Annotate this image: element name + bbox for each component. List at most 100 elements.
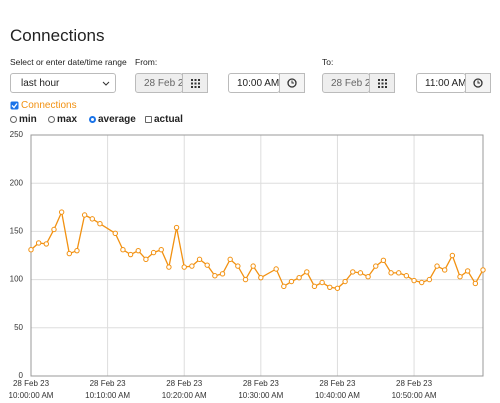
data-point [288, 278, 295, 285]
x-tick-label: 28 Feb 23 10:30:00 AM [238, 379, 283, 400]
y-tick-label: 100 [10, 275, 24, 284]
data-point [58, 209, 65, 215]
range-label: Select or enter date/time range [10, 57, 127, 67]
option-label: min [19, 114, 37, 125]
data-point [426, 276, 433, 283]
plot-border [30, 134, 484, 377]
data-point [281, 283, 287, 290]
data-point [334, 285, 341, 291]
data-point [434, 263, 440, 269]
data-point [388, 270, 394, 276]
clock-icon [473, 78, 483, 88]
data-point [242, 276, 249, 283]
to-date[interactable]: 28 Feb 2 [322, 73, 370, 93]
calendar-icon [190, 78, 200, 88]
range-value: last hour [21, 78, 60, 89]
data-point [472, 280, 479, 287]
y-tick-label: 50 [14, 323, 23, 332]
series-toggle[interactable]: Connections [10, 100, 77, 111]
series-label: Connections [21, 100, 77, 111]
option-min[interactable]: min [10, 114, 37, 125]
data-point [296, 274, 302, 281]
x-tick-line: 10:30:00 AM [238, 391, 283, 400]
radio [10, 116, 17, 123]
y-tick-label: 0 [19, 371, 24, 380]
option-actual[interactable]: actual [145, 114, 183, 125]
data-point [403, 273, 410, 279]
data-point [311, 283, 318, 290]
from-clock[interactable] [279, 73, 305, 93]
data-point [342, 278, 348, 285]
data-point [127, 251, 134, 258]
to-calendar[interactable] [369, 73, 395, 93]
data-point [304, 269, 310, 275]
x-tick-line: 10:50:00 AM [392, 391, 437, 400]
range-select[interactable]: last hour [10, 73, 116, 93]
to-clock[interactable] [465, 73, 491, 93]
data-point [396, 270, 402, 276]
data-point [327, 284, 333, 291]
option-max[interactable]: max [48, 114, 77, 125]
data-point [373, 263, 379, 269]
x-tick-label: 28 Feb 23 10:00:00 AM [9, 379, 54, 400]
checkbox-checked [10, 101, 19, 110]
to-time[interactable]: 11:00 AM [416, 73, 466, 93]
data-point [380, 257, 387, 264]
data-point [143, 256, 149, 263]
data-point [135, 247, 141, 254]
plot-area [30, 134, 484, 377]
x-tick-label: 28 Feb 23 10:10:00 AM [85, 379, 130, 400]
x-tick-label: 28 Feb 23 10:40:00 AM [315, 379, 360, 400]
radio-selected [89, 116, 96, 123]
data-point [319, 279, 325, 286]
data-point [189, 263, 195, 269]
from-calendar[interactable] [182, 73, 208, 93]
data-point [419, 279, 425, 286]
data-point [112, 230, 118, 237]
data-point [227, 256, 233, 263]
x-tick-line: 28 Feb 23 [90, 379, 127, 388]
option-label: average [98, 114, 136, 125]
to-label: To: [322, 57, 334, 67]
from-label: From: [135, 57, 158, 67]
data-point [181, 264, 187, 270]
data-point [464, 268, 471, 274]
data-point [196, 256, 203, 263]
x-tick-line: 28 Feb 23 [319, 379, 356, 388]
option-average[interactable]: average [89, 114, 136, 125]
data-point [51, 226, 57, 233]
from-time[interactable]: 10:00 AM [228, 73, 280, 93]
radio [48, 116, 55, 123]
data-point [74, 247, 80, 254]
data-point [449, 252, 456, 259]
clock-icon [287, 78, 297, 88]
data-point [28, 247, 34, 253]
y-tick-label: 150 [10, 227, 24, 236]
calendar-icon [377, 78, 387, 88]
x-tick-line: 28 Feb 23 [243, 379, 280, 388]
data-point [66, 250, 73, 257]
data-point [173, 224, 180, 231]
y-tick-label: 250 [10, 130, 24, 139]
x-tick-label: 28 Feb 23 10:50:00 AM [392, 379, 437, 400]
option-label: max [57, 114, 78, 125]
data-point [166, 264, 172, 270]
data-point [457, 274, 463, 280]
data-point [357, 270, 364, 276]
y-tick-label: 200 [10, 178, 24, 187]
checkbox [145, 116, 152, 123]
x-tick-label: 28 Feb 23 10:20:00 AM [162, 379, 207, 400]
x-tick-line: 10:00:00 AM [9, 391, 54, 400]
data-point [43, 241, 50, 247]
data-point [441, 267, 448, 273]
x-tick-line: 28 Feb 23 [396, 379, 433, 388]
from-date[interactable]: 28 Feb 2 [135, 73, 183, 93]
data-point [250, 263, 256, 269]
data-point [158, 247, 164, 253]
data-point [219, 271, 226, 277]
x-tick-line: 10:40:00 AM [315, 391, 360, 400]
option-label: actual [154, 114, 183, 125]
data-point [35, 240, 42, 246]
